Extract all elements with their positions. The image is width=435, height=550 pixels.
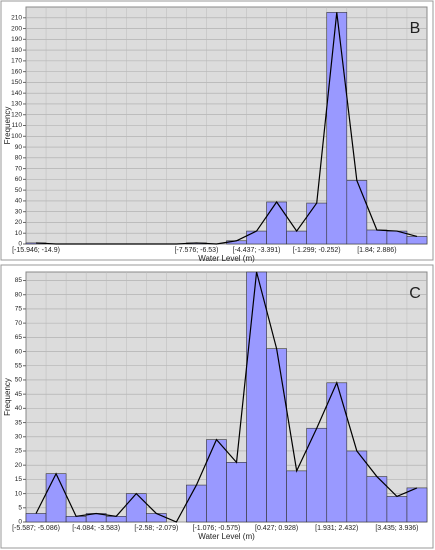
y-tick-label: 20	[15, 219, 23, 226]
bar	[326, 12, 348, 245]
bar	[346, 180, 368, 245]
y-tick-label: 30	[15, 208, 23, 215]
x-tick-label: [-5.587; -5.086)	[12, 525, 60, 532]
bar	[246, 230, 267, 245]
y-tick-label: 10	[15, 490, 23, 497]
frequency-polygon	[35, 271, 418, 523]
y-tick-label: 50	[15, 187, 23, 194]
y-tick-label: 30	[15, 433, 23, 440]
x-tick-label: [-2.58; -2.079)	[134, 525, 178, 532]
y-axis-title: Frequency	[3, 378, 12, 416]
y-tick-label: 150	[11, 79, 22, 86]
bar	[266, 201, 287, 245]
y-tick-label: 80	[15, 155, 23, 162]
y-tick-label: 170	[11, 58, 22, 65]
bar	[406, 487, 428, 523]
y-tick-label: 120	[11, 111, 22, 118]
y-tick-label: 70	[15, 320, 23, 327]
x-axis-title: Water Level (m)	[198, 254, 255, 263]
x-tick-label: [0.427; 0.928)	[255, 525, 298, 532]
panel-label: B	[410, 20, 421, 37]
bar	[326, 382, 348, 523]
bar	[266, 348, 287, 523]
y-tick-label: 70	[15, 165, 23, 172]
y-tick-label: 40	[15, 405, 23, 412]
bar	[346, 450, 368, 523]
x-tick-label: [-4.084; -3.583)	[72, 525, 120, 532]
bar	[406, 236, 428, 245]
y-tick-label: 5	[18, 505, 22, 512]
y-tick-label: 45	[15, 391, 23, 398]
y-tick-label: 60	[15, 176, 23, 183]
y-tick-label: 190	[11, 36, 22, 43]
bar	[286, 470, 307, 523]
x-tick-label: [-15.946; -14.9)	[12, 247, 60, 254]
y-tick-label: 110	[12, 122, 23, 129]
y-tick-label: 85	[15, 277, 23, 284]
y-tick-label: 80	[15, 291, 23, 298]
y-tick-label: 55	[15, 362, 23, 369]
x-tick-label: [-4.437; -3.391)	[233, 247, 281, 254]
y-tick-label: 180	[11, 47, 22, 54]
bar	[65, 516, 87, 523]
x-tick-label: [-1.076; -0.575)	[193, 525, 241, 532]
y-tick-label: 130	[11, 101, 22, 108]
bar	[386, 496, 408, 523]
y-tick-label: 60	[15, 348, 23, 355]
frequency-polygon	[35, 12, 418, 245]
x-tick-label: [-1.299; -0.252)	[293, 247, 341, 254]
y-tick-label: 40	[15, 198, 23, 205]
bar	[206, 439, 227, 523]
y-tick-label: 160	[11, 68, 22, 75]
y-tick-label: 35	[15, 419, 23, 426]
bar	[105, 516, 127, 523]
y-tick-label: 0	[18, 241, 22, 248]
y-tick-label: 65	[15, 334, 23, 341]
y-tick-label: 50	[15, 377, 23, 384]
y-tick-label: 25	[15, 448, 23, 455]
bar	[25, 513, 47, 523]
x-axis-title: Water Level (m)	[198, 532, 255, 541]
y-tick-label: 20	[15, 462, 23, 469]
y-tick-label: 90	[15, 144, 23, 151]
bar	[366, 229, 388, 245]
x-tick-label: [-7.576; -6.53)	[174, 247, 218, 254]
bar	[286, 230, 307, 245]
panel-label: C	[409, 285, 421, 302]
y-tick-label: 15	[15, 476, 23, 483]
bar	[226, 462, 247, 523]
bar	[306, 202, 328, 245]
x-tick-label: [1.931; 2.432)	[315, 525, 358, 532]
bar	[246, 271, 267, 523]
x-tick-label: [1.84; 2.886)	[357, 247, 396, 254]
y-tick-label: 140	[11, 90, 22, 97]
y-tick-label: 0	[18, 519, 22, 526]
y-tick-label: 210	[11, 14, 22, 21]
y-tick-label: 75	[15, 306, 23, 313]
bar	[125, 493, 147, 523]
y-tick-label: 200	[11, 25, 22, 32]
y-tick-label: 10	[15, 230, 23, 237]
x-tick-label: [3.435; 3.936)	[375, 525, 418, 532]
y-axis-title: Frequency	[3, 107, 12, 145]
y-tick-label: 100	[11, 133, 22, 140]
bar	[186, 484, 207, 523]
bar	[45, 473, 67, 523]
bar	[146, 513, 167, 523]
